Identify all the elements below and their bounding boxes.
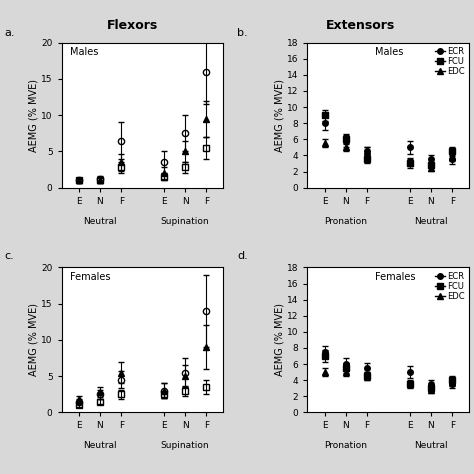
Text: Supination: Supination bbox=[161, 441, 210, 450]
Text: Females: Females bbox=[70, 272, 110, 282]
Text: b.: b. bbox=[237, 28, 247, 38]
Text: c.: c. bbox=[5, 251, 15, 261]
Text: Males: Males bbox=[70, 47, 98, 57]
Text: Extensors: Extensors bbox=[326, 19, 395, 32]
Text: Males: Males bbox=[375, 47, 404, 57]
Text: d.: d. bbox=[237, 251, 248, 261]
Y-axis label: AEMG (% MVE): AEMG (% MVE) bbox=[274, 79, 284, 152]
Y-axis label: AEMG (% MVE): AEMG (% MVE) bbox=[28, 79, 38, 152]
Text: Pronation: Pronation bbox=[324, 217, 367, 226]
Text: Neutral: Neutral bbox=[414, 441, 448, 450]
Text: Neutral: Neutral bbox=[83, 217, 117, 226]
Legend: ECR, FCU, EDC: ECR, FCU, EDC bbox=[435, 47, 465, 76]
Y-axis label: AEMG (% MVE): AEMG (% MVE) bbox=[274, 303, 284, 376]
Y-axis label: AEMG (% MVE): AEMG (% MVE) bbox=[28, 303, 38, 376]
Text: a.: a. bbox=[5, 28, 15, 38]
Text: Pronation: Pronation bbox=[324, 441, 367, 450]
Text: Supination: Supination bbox=[161, 217, 210, 226]
Text: Females: Females bbox=[375, 272, 416, 282]
Text: Neutral: Neutral bbox=[83, 441, 117, 450]
Legend: ECR, FCU, EDC: ECR, FCU, EDC bbox=[435, 272, 465, 301]
Text: Flexors: Flexors bbox=[107, 19, 158, 32]
Text: Neutral: Neutral bbox=[414, 217, 448, 226]
